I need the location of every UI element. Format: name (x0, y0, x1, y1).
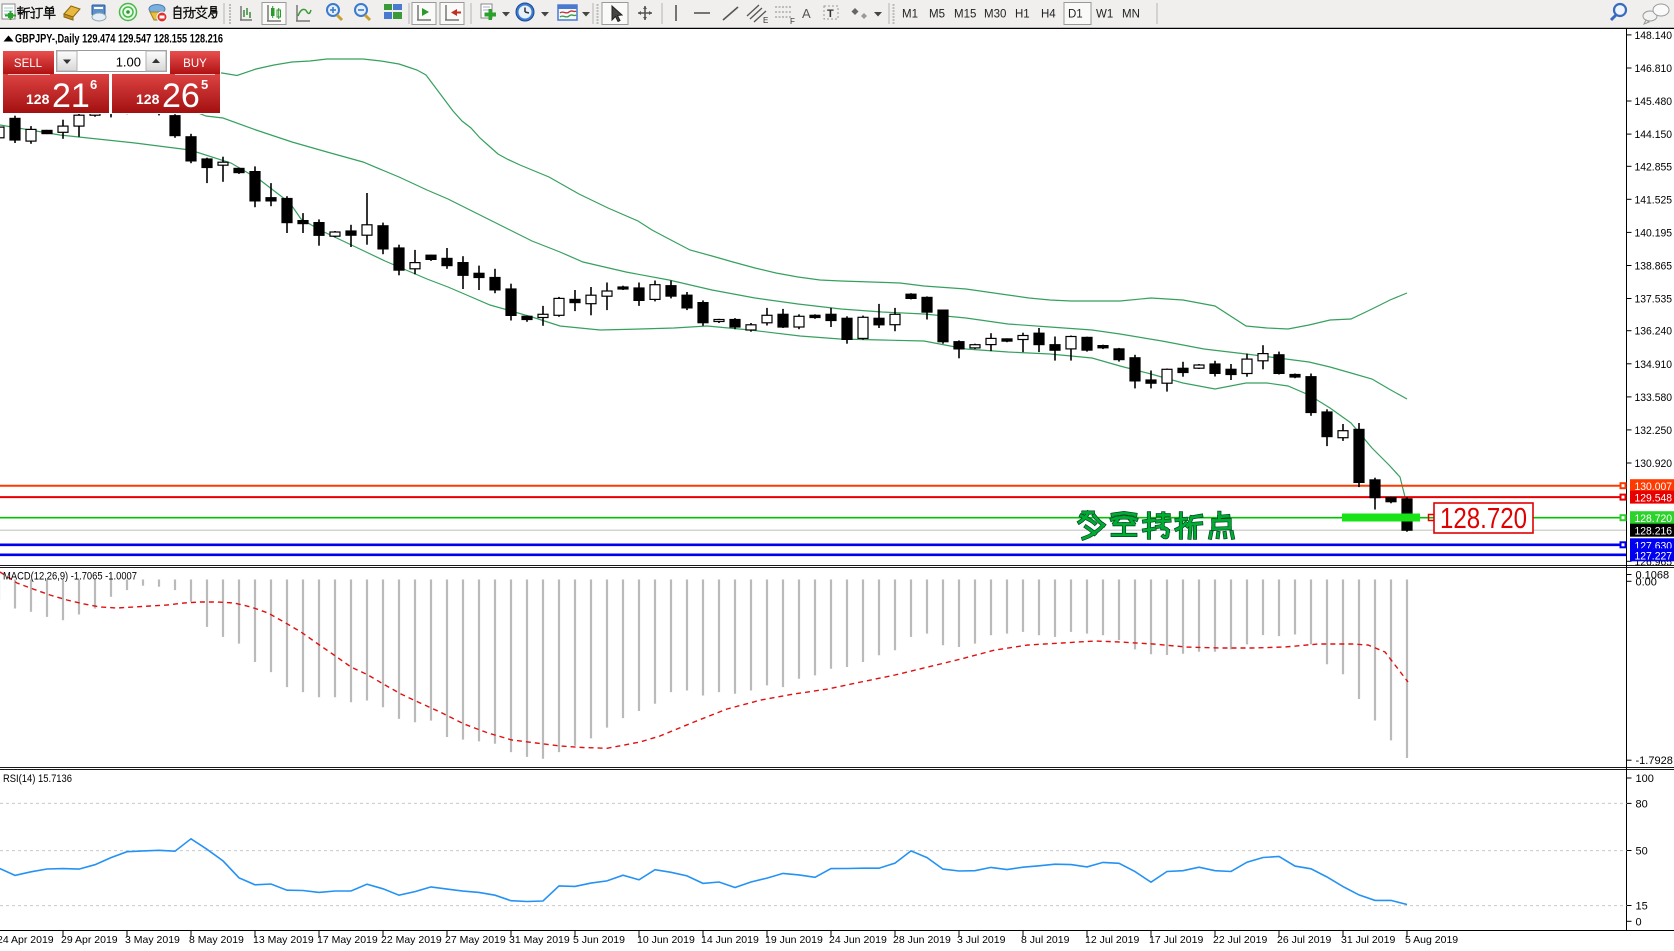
svg-text:GBPJPY-,Daily 129.474 129.547: GBPJPY-,Daily 129.474 129.547 128.155 12… (15, 34, 223, 46)
svg-text:26: 26 (162, 77, 200, 115)
svg-text:E: E (763, 16, 768, 25)
svg-text:M1: M1 (902, 9, 918, 21)
svg-text:28 Jun 2019: 28 Jun 2019 (893, 934, 951, 946)
svg-text:148.140: 148.140 (1635, 30, 1673, 42)
svg-text:146.810: 146.810 (1635, 63, 1673, 75)
svg-text:50: 50 (1636, 846, 1648, 858)
svg-text:A: A (802, 6, 811, 21)
svg-text:MACD(12,26,9) -1.7065 -1.0007: MACD(12,26,9) -1.7065 -1.0007 (3, 571, 137, 583)
svg-text:3 May 2019: 3 May 2019 (125, 934, 180, 946)
svg-text:133.580: 133.580 (1635, 392, 1673, 404)
svg-text:128.720: 128.720 (1635, 513, 1673, 525)
svg-text:M15: M15 (954, 9, 976, 21)
svg-text:128.216: 128.216 (1635, 526, 1673, 538)
svg-text:21: 21 (52, 77, 90, 115)
svg-text:SELL: SELL (14, 58, 43, 70)
svg-text:130.007: 130.007 (1635, 481, 1673, 493)
svg-text:27 May 2019: 27 May 2019 (445, 934, 506, 946)
svg-text:128.720: 128.720 (1440, 503, 1527, 535)
svg-text:6: 6 (90, 77, 97, 92)
svg-text:145.480: 145.480 (1635, 96, 1673, 108)
svg-text:129.548: 129.548 (1635, 493, 1673, 505)
svg-text:W1: W1 (1096, 9, 1113, 21)
svg-text:22 May 2019: 22 May 2019 (381, 934, 442, 946)
svg-text:134.910: 134.910 (1635, 359, 1673, 371)
svg-text:H1: H1 (1015, 9, 1030, 21)
svg-text:14 Jun 2019: 14 Jun 2019 (701, 934, 759, 946)
svg-text:136.240: 136.240 (1635, 326, 1673, 338)
svg-text:128: 128 (136, 91, 160, 107)
svg-text:26 Jul 2019: 26 Jul 2019 (1277, 934, 1331, 946)
svg-text:141.525: 141.525 (1635, 194, 1673, 206)
svg-text:100: 100 (1636, 773, 1654, 785)
svg-text:132.250: 132.250 (1635, 425, 1673, 437)
svg-text:BUY: BUY (183, 58, 207, 70)
svg-text:0.1068: 0.1068 (1636, 570, 1670, 582)
svg-text:19 Jun 2019: 19 Jun 2019 (765, 934, 823, 946)
svg-text:M5: M5 (929, 9, 945, 21)
svg-text:12 Jul 2019: 12 Jul 2019 (1085, 934, 1139, 946)
svg-text:F: F (790, 17, 795, 26)
svg-text:8 May 2019: 8 May 2019 (189, 934, 244, 946)
svg-text:140.195: 140.195 (1635, 227, 1673, 239)
svg-text:0: 0 (1636, 916, 1642, 928)
svg-text:MN: MN (1122, 9, 1140, 21)
svg-text:17 May 2019: 17 May 2019 (317, 934, 378, 946)
svg-text:22 Jul 2019: 22 Jul 2019 (1213, 934, 1267, 946)
svg-text:24 Apr 2019: 24 Apr 2019 (0, 934, 54, 946)
svg-text:15: 15 (1636, 901, 1648, 913)
svg-text:H4: H4 (1041, 9, 1056, 21)
svg-text:138.865: 138.865 (1635, 261, 1673, 273)
svg-text:D1: D1 (1068, 9, 1083, 21)
svg-text:-1.7928: -1.7928 (1636, 755, 1673, 767)
svg-text:144.150: 144.150 (1635, 129, 1673, 141)
svg-text:24 Jun 2019: 24 Jun 2019 (829, 934, 887, 946)
svg-text:T: T (827, 8, 834, 20)
svg-text:130.920: 130.920 (1635, 458, 1673, 470)
svg-text:142.855: 142.855 (1635, 161, 1673, 173)
svg-text:1.00: 1.00 (116, 55, 141, 70)
svg-text:31 May 2019: 31 May 2019 (509, 934, 570, 946)
svg-text:127.227: 127.227 (1635, 550, 1673, 562)
svg-text:3 Jul 2019: 3 Jul 2019 (957, 934, 1006, 946)
svg-text:8 Jul 2019: 8 Jul 2019 (1021, 934, 1070, 946)
svg-text:5: 5 (201, 77, 208, 92)
svg-text:5 Jun 2019: 5 Jun 2019 (573, 934, 625, 946)
svg-text:80: 80 (1636, 798, 1648, 810)
svg-text:13 May 2019: 13 May 2019 (253, 934, 314, 946)
svg-text:128: 128 (26, 91, 50, 107)
svg-text:5 Aug 2019: 5 Aug 2019 (1405, 934, 1458, 946)
svg-text:17 Jul 2019: 17 Jul 2019 (1149, 934, 1203, 946)
svg-text:0.00: 0.00 (1636, 576, 1657, 588)
svg-text:137.535: 137.535 (1635, 294, 1673, 306)
svg-text:31 Jul 2019: 31 Jul 2019 (1341, 934, 1395, 946)
svg-text:29 Apr 2019: 29 Apr 2019 (61, 934, 118, 946)
svg-text:M30: M30 (984, 9, 1006, 21)
svg-text:10 Jun 2019: 10 Jun 2019 (637, 934, 695, 946)
svg-text:RSI(14) 15.7136: RSI(14) 15.7136 (3, 773, 72, 785)
